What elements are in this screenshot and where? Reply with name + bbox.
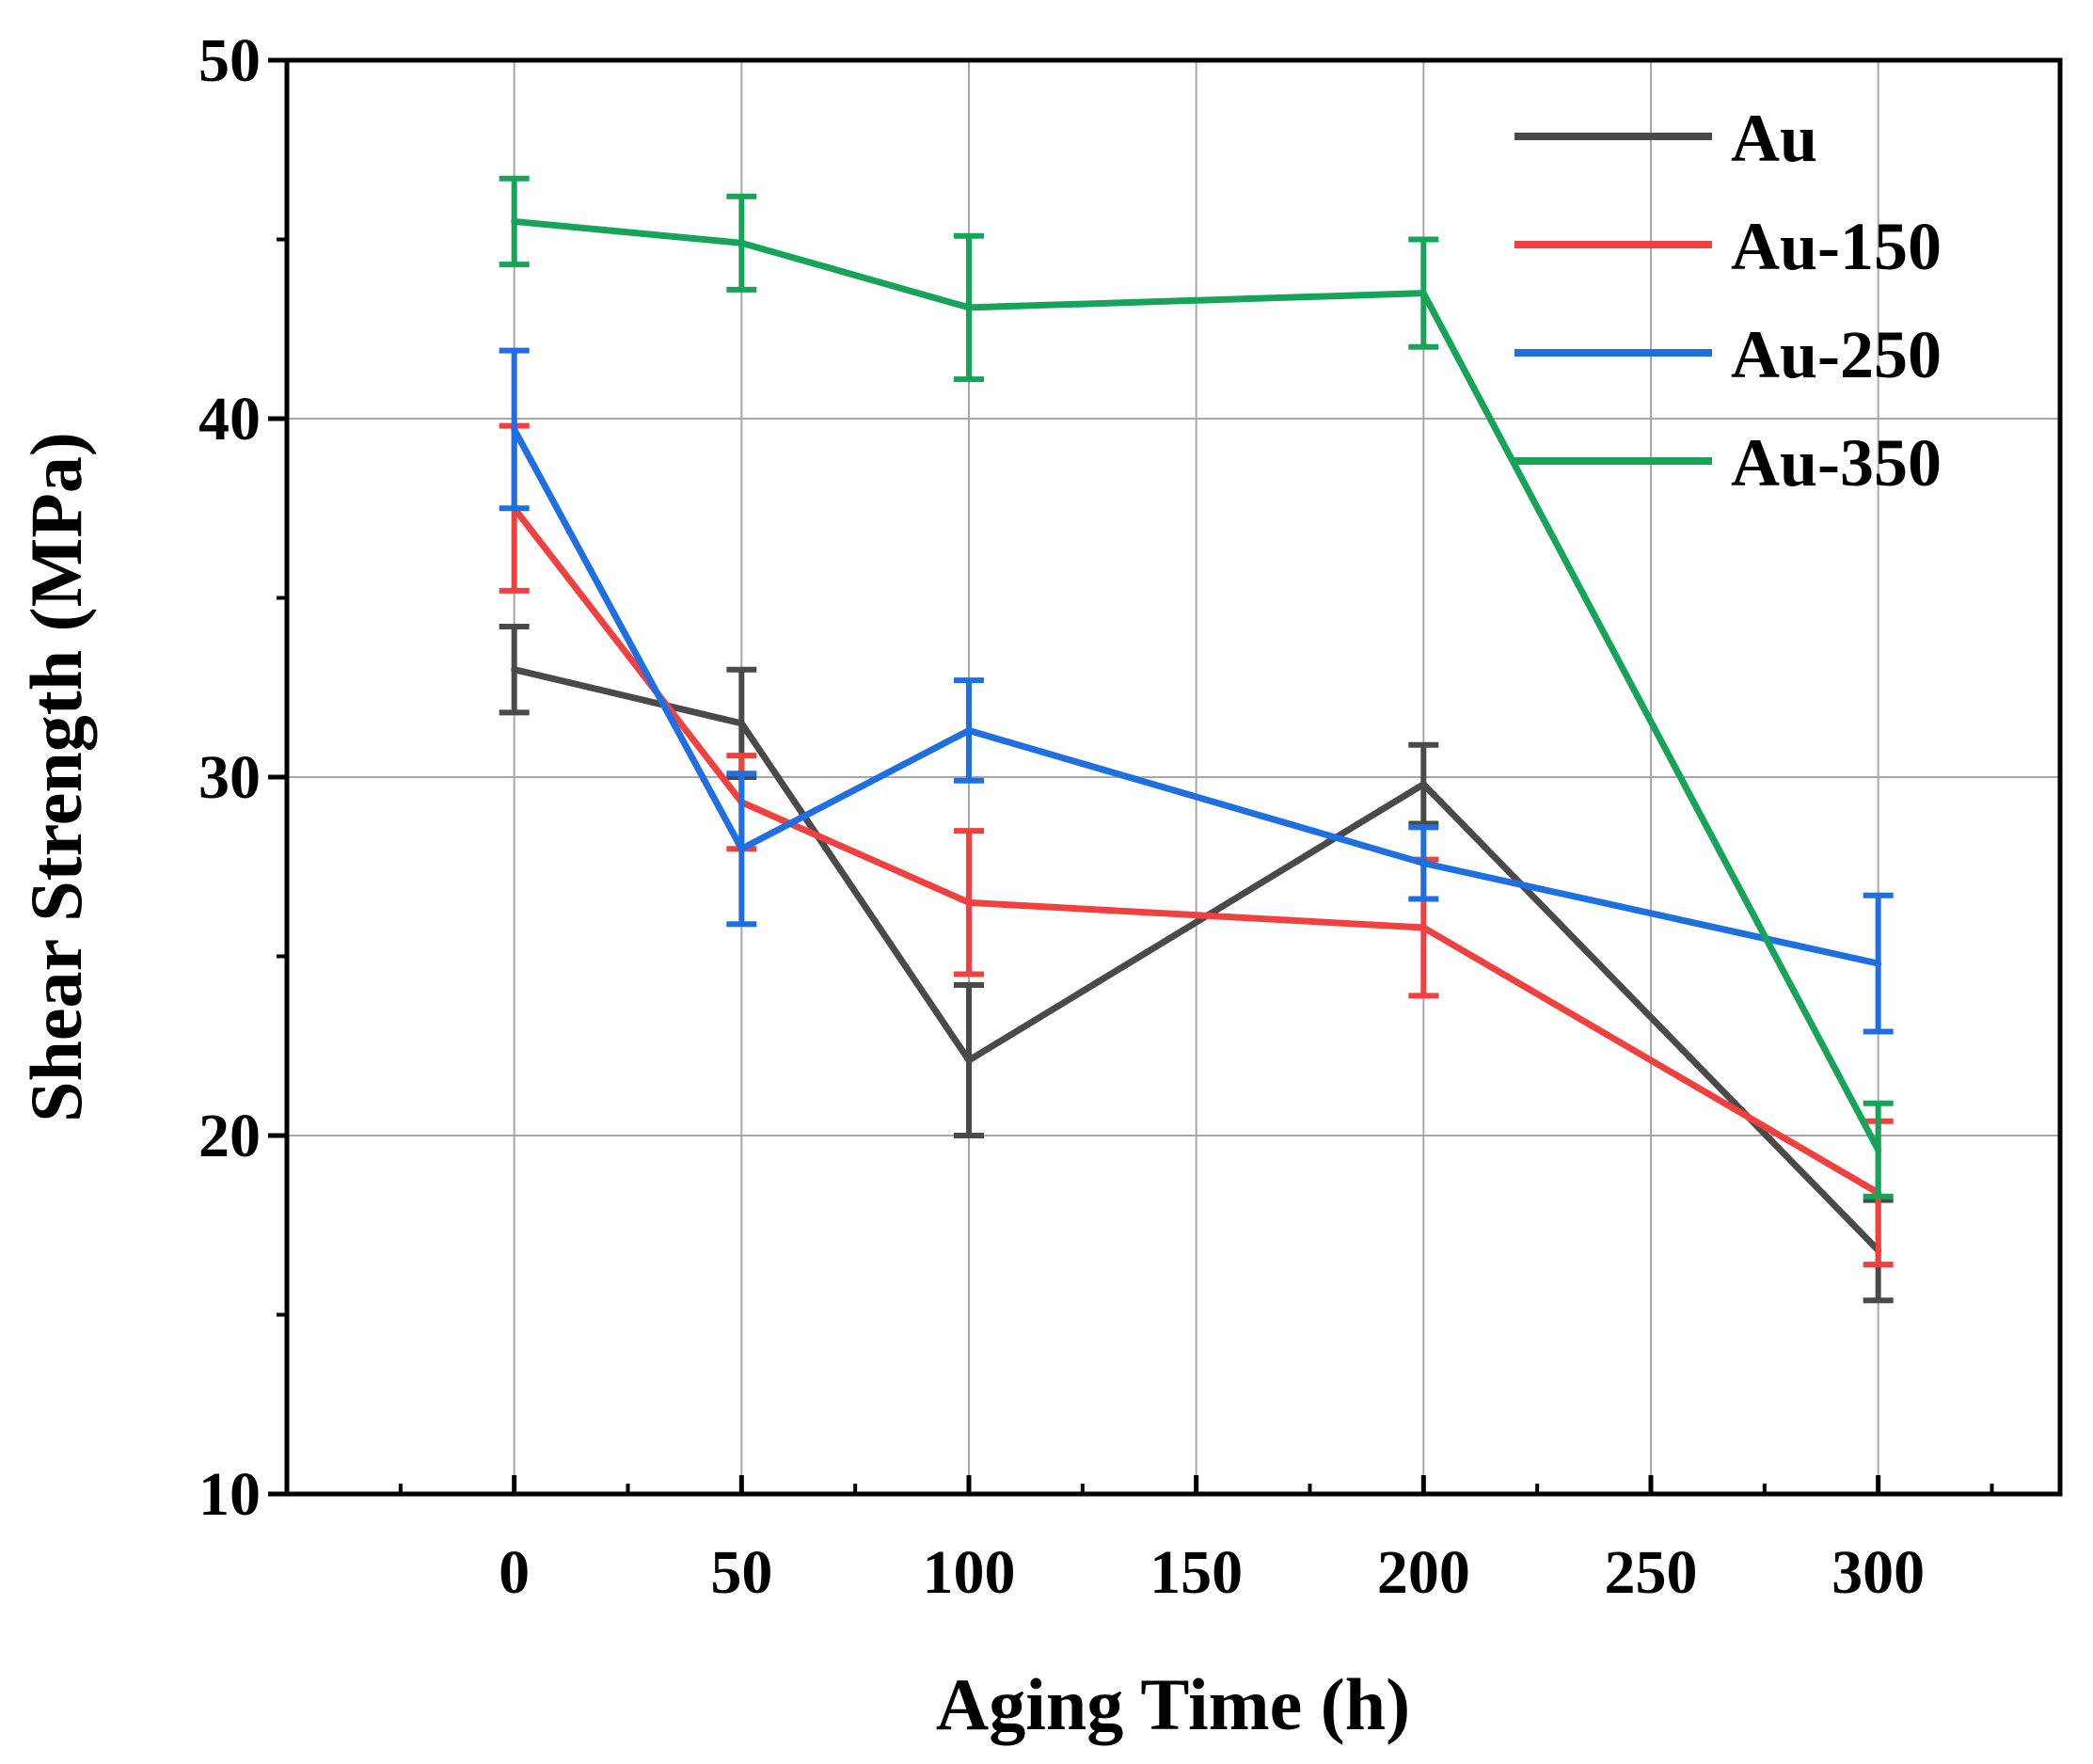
legend-label: Au-250 — [1731, 317, 1942, 392]
series-au-350 — [499, 175, 1894, 1200]
series-au-250 — [499, 347, 1894, 1035]
x-tick-label: 250 — [1605, 1538, 1698, 1607]
data-point — [511, 666, 518, 674]
data-point — [1875, 1146, 1882, 1153]
data-point — [511, 425, 518, 433]
data-point — [737, 845, 745, 852]
y-tick-labels: 10 20 30 40 50 — [198, 26, 261, 1529]
data-point — [511, 217, 518, 225]
y-tick-label: 30 — [198, 743, 261, 812]
x-axis-title: Aging Time (h) — [936, 1663, 1410, 1745]
data-series — [499, 175, 1894, 1304]
y-tick-label: 50 — [198, 26, 261, 95]
legend-label: Au-150 — [1731, 209, 1942, 284]
x-tick-label: 0 — [499, 1538, 530, 1607]
x-tick-label: 300 — [1831, 1538, 1925, 1607]
data-point — [1419, 290, 1427, 297]
x-tick-labels: 0 50 100 150 200 250 300 — [499, 1538, 1925, 1607]
data-point — [1875, 960, 1882, 967]
x-tick-label: 50 — [710, 1538, 772, 1607]
data-point — [965, 304, 973, 311]
x-tick-label: 100 — [923, 1538, 1016, 1607]
data-point — [965, 1057, 973, 1064]
data-point — [737, 720, 745, 727]
legend-label: Au-350 — [1731, 425, 1942, 501]
y-tick-label: 20 — [198, 1102, 261, 1170]
data-point — [737, 239, 745, 246]
data-point — [965, 898, 973, 906]
y-axis-title: Shear Strength (MPa) — [15, 432, 97, 1122]
x-tick-label: 150 — [1150, 1538, 1243, 1607]
data-point — [1419, 781, 1427, 788]
axis-ticks — [268, 57, 1994, 1497]
legend-label: Au — [1731, 101, 1817, 176]
data-point — [1419, 924, 1427, 931]
y-tick-label: 10 — [198, 1460, 261, 1529]
data-point — [965, 726, 973, 734]
legend: Au Au-150 Au-250 Au-350 — [1514, 101, 1942, 501]
y-tick-label: 40 — [198, 385, 261, 453]
data-point — [1419, 859, 1427, 866]
x-tick-label: 200 — [1377, 1538, 1470, 1607]
